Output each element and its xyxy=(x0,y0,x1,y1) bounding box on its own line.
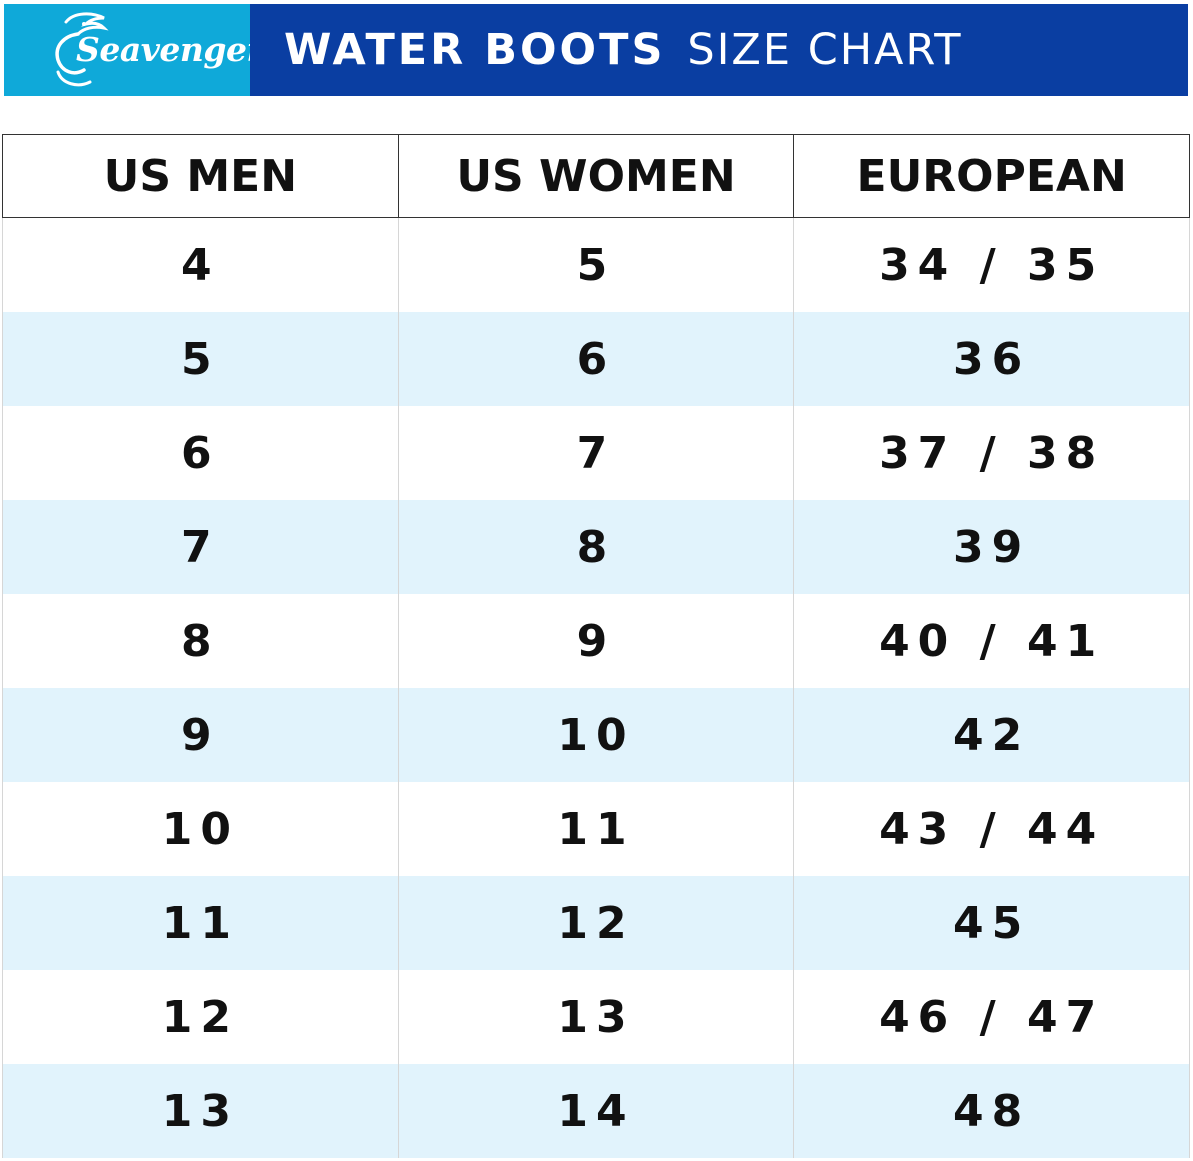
header-banner: Seavenger WATER BOOTS SIZE CHART xyxy=(4,4,1188,96)
title-banner: WATER BOOTS SIZE CHART xyxy=(250,4,1188,96)
table-row: 12 13 46 / 47 xyxy=(2,970,1190,1064)
table-row: 4 5 34 / 35 xyxy=(2,217,1190,312)
table-row: 8 9 40 / 41 xyxy=(2,594,1190,688)
table-row: 10 11 43 / 44 xyxy=(2,782,1190,876)
table-row: 9 10 42 xyxy=(2,688,1190,782)
cell-european: 42 xyxy=(793,688,1190,782)
table-header-row: US MEN US WOMEN EUROPEAN xyxy=(2,134,1190,218)
cell-european: 45 xyxy=(793,876,1190,970)
brand-logo-text: Seavenger xyxy=(76,30,250,69)
cell-us-men: 5 xyxy=(2,312,399,406)
cell-european: 43 / 44 xyxy=(793,782,1190,876)
cell-us-men: 9 xyxy=(2,688,399,782)
cell-us-men: 12 xyxy=(2,970,399,1064)
cell-us-women: 13 xyxy=(397,970,795,1064)
cell-european: 40 / 41 xyxy=(793,594,1190,688)
cell-us-women: 7 xyxy=(397,406,795,500)
table-row: 13 14 48 xyxy=(2,1064,1190,1158)
table-row: 5 6 36 xyxy=(2,312,1190,406)
sea-creature-icon xyxy=(55,12,109,87)
cell-european: 36 xyxy=(793,312,1190,406)
cell-european: 34 / 35 xyxy=(793,217,1190,312)
cell-us-women: 11 xyxy=(397,782,795,876)
column-header-european: EUROPEAN xyxy=(793,134,1190,218)
cell-us-men: 13 xyxy=(2,1064,399,1158)
cell-european: 37 / 38 xyxy=(793,406,1190,500)
table-row: 7 8 39 xyxy=(2,500,1190,594)
cell-us-men: 8 xyxy=(2,594,399,688)
cell-european: 48 xyxy=(793,1064,1190,1158)
cell-us-men: 7 xyxy=(2,500,399,594)
cell-us-women: 5 xyxy=(397,217,795,312)
cell-us-women: 8 xyxy=(397,500,795,594)
cell-us-men: 4 xyxy=(2,217,399,312)
cell-us-men: 6 xyxy=(2,406,399,500)
cell-us-women: 14 xyxy=(397,1064,795,1158)
column-header-us-women: US WOMEN xyxy=(397,134,795,218)
page-title-chart: SIZE CHART xyxy=(687,25,963,75)
cell-european: 46 / 47 xyxy=(793,970,1190,1064)
column-header-us-men: US MEN xyxy=(2,134,399,218)
cell-us-men: 10 xyxy=(2,782,399,876)
cell-us-women: 10 xyxy=(397,688,795,782)
cell-us-women: 9 xyxy=(397,594,795,688)
table-row: 11 12 45 xyxy=(2,876,1190,970)
size-chart-table: US MEN US WOMEN EUROPEAN 4 5 34 / 35 5 6… xyxy=(2,134,1190,1158)
cell-european: 39 xyxy=(793,500,1190,594)
brand-logo: Seavenger xyxy=(4,4,250,96)
cell-us-men: 11 xyxy=(2,876,399,970)
table-row: 6 7 37 / 38 xyxy=(2,406,1190,500)
cell-us-women: 12 xyxy=(397,876,795,970)
page-title-product: WATER BOOTS xyxy=(284,25,666,75)
cell-us-women: 6 xyxy=(397,312,795,406)
